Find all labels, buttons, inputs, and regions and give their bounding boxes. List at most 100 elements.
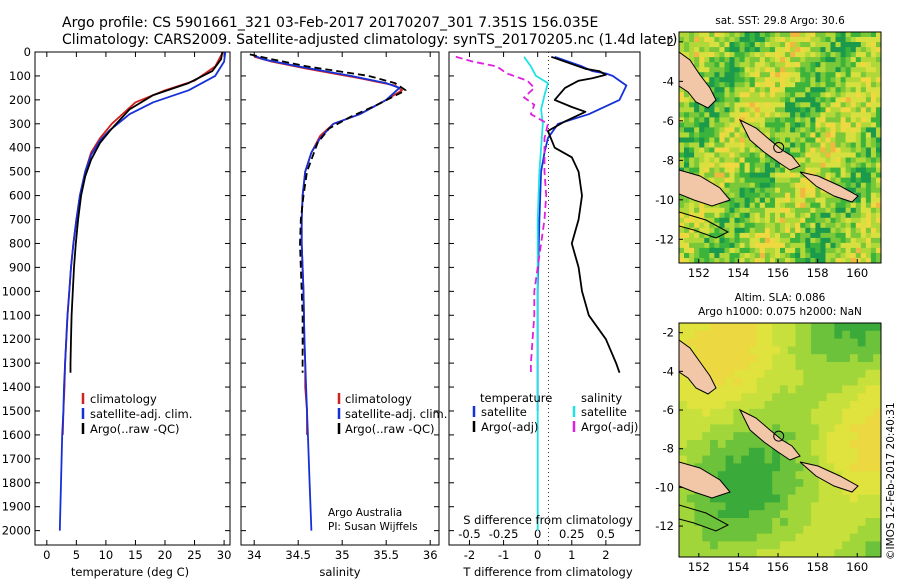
heatmap-cell xyxy=(795,42,801,48)
heatmap-cell xyxy=(818,416,828,425)
heatmap-cell xyxy=(744,72,751,78)
heatmap-cell xyxy=(756,338,766,347)
heatmap-cell xyxy=(704,242,710,249)
heatmap-cell xyxy=(860,77,867,83)
heatmap-cell xyxy=(820,147,826,154)
heatmap-cell xyxy=(702,549,711,557)
heatmap-cell xyxy=(810,247,816,254)
heatmap-cell xyxy=(785,67,791,73)
heatmap-cell xyxy=(790,137,796,144)
heatmap-cell xyxy=(679,455,688,464)
heatmap-cell xyxy=(764,187,771,194)
heatmap-cell xyxy=(820,97,826,103)
heatmap-cell xyxy=(749,147,756,154)
heatmap-cell xyxy=(734,117,741,123)
legend-label-argo-s: Argo(-adj) xyxy=(581,420,638,434)
heatmap-cell xyxy=(820,67,826,73)
heatmap-cell xyxy=(699,52,705,58)
heatmap-cell xyxy=(769,77,776,83)
heatmap-cell xyxy=(764,354,773,363)
heatmap-cell xyxy=(865,323,874,332)
heatmap-cell xyxy=(748,323,758,332)
temperature-tick-labels: 0 5 10 15 20 25 30 xyxy=(35,51,231,562)
heatmap-cell xyxy=(719,102,725,108)
heatmap-cell xyxy=(744,37,751,43)
heatmap-cell xyxy=(785,147,791,154)
heatmap-cell xyxy=(860,127,867,133)
heatmap-cell xyxy=(744,202,751,209)
heatmap-cell xyxy=(748,401,758,410)
x-tick-label: -2 xyxy=(464,548,475,562)
heatmap-cell xyxy=(689,167,695,174)
heatmap-cell xyxy=(870,87,877,93)
heatmap-cell xyxy=(811,362,820,371)
heatmap-cell xyxy=(734,92,741,98)
heatmap-cell xyxy=(785,37,791,43)
heatmap-cell xyxy=(744,207,751,214)
heatmap-cell xyxy=(717,323,727,332)
heatmap-cell xyxy=(709,172,715,179)
heatmap-cell xyxy=(724,82,731,88)
heatmap-cell xyxy=(830,147,837,154)
heatmap-cell xyxy=(860,247,867,254)
heatmap-cell xyxy=(870,217,877,224)
heatmap-cell xyxy=(795,72,801,78)
heatmap-cell xyxy=(684,137,690,144)
heatmap-cell xyxy=(754,112,761,118)
heatmap-cell xyxy=(714,137,720,144)
heatmap-cell xyxy=(811,525,820,535)
heatmap-cell xyxy=(800,137,806,144)
heatmap-cell xyxy=(865,471,874,480)
heatmap-cell xyxy=(870,247,877,254)
heatmap-cell xyxy=(741,463,750,472)
heatmap-cell xyxy=(775,87,781,93)
heatmap-cell xyxy=(860,177,867,184)
heatmap-cell xyxy=(744,147,751,154)
heatmap-cell xyxy=(704,112,710,118)
heatmap-cell xyxy=(865,82,872,88)
heatmap-cell xyxy=(850,112,857,118)
heatmap-cell xyxy=(855,137,862,144)
heatmap-cell xyxy=(825,237,832,244)
heatmap-cell xyxy=(764,416,773,425)
heatmap-cell xyxy=(795,541,804,550)
heatmap-cell xyxy=(840,172,847,179)
heatmap-cell xyxy=(810,187,816,194)
heatmap-cell xyxy=(805,92,811,98)
heatmap-cell xyxy=(739,207,746,214)
heatmap-cell xyxy=(834,533,843,542)
heatmap-cell xyxy=(835,222,842,229)
heatmap-cell xyxy=(717,541,727,550)
heatmap-cell xyxy=(733,463,742,472)
heatmap-cell xyxy=(795,152,801,159)
heatmap-cell xyxy=(795,207,801,214)
heatmap-cell xyxy=(699,167,705,174)
heatmap-cell xyxy=(873,346,881,355)
heatmap-cell xyxy=(679,102,685,108)
heatmap-cell xyxy=(729,217,736,224)
heatmap-cell xyxy=(835,177,842,184)
heatmap-cell xyxy=(800,97,806,103)
heatmap-cell xyxy=(719,62,725,68)
heatmap-cell xyxy=(855,232,862,239)
heatmap-cell xyxy=(865,197,872,204)
heatmap-cell xyxy=(754,42,761,48)
heatmap-cell xyxy=(870,112,877,118)
heatmap-cell xyxy=(772,338,781,347)
heatmap-cell xyxy=(865,362,874,371)
heatmap-cell xyxy=(775,42,781,48)
heatmap-cell xyxy=(733,440,742,449)
heatmap-cell xyxy=(795,67,801,73)
heatmap-cell xyxy=(810,92,816,98)
heatmap-cell xyxy=(860,97,867,103)
heatmap-cell xyxy=(775,182,781,189)
heatmap-cell xyxy=(780,102,786,108)
heatmap-cell xyxy=(749,202,756,209)
heatmap-cell xyxy=(860,172,867,179)
heatmap-cell xyxy=(780,72,786,78)
heatmap-cell xyxy=(870,97,877,103)
heatmap-cell xyxy=(860,82,867,88)
heatmap-cell xyxy=(795,47,801,53)
heatmap-cell xyxy=(873,369,881,379)
heatmap-cell xyxy=(764,258,771,263)
